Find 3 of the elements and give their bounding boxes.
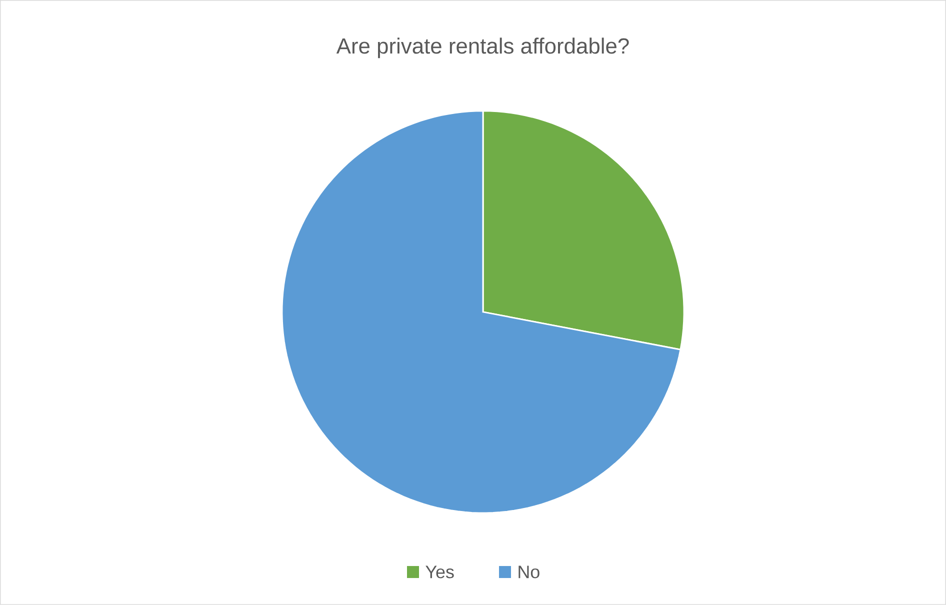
legend-label: No [518,566,540,578]
legend-label: Yes [426,566,454,578]
chart-title: Are private rentals affordable? [336,38,629,58]
